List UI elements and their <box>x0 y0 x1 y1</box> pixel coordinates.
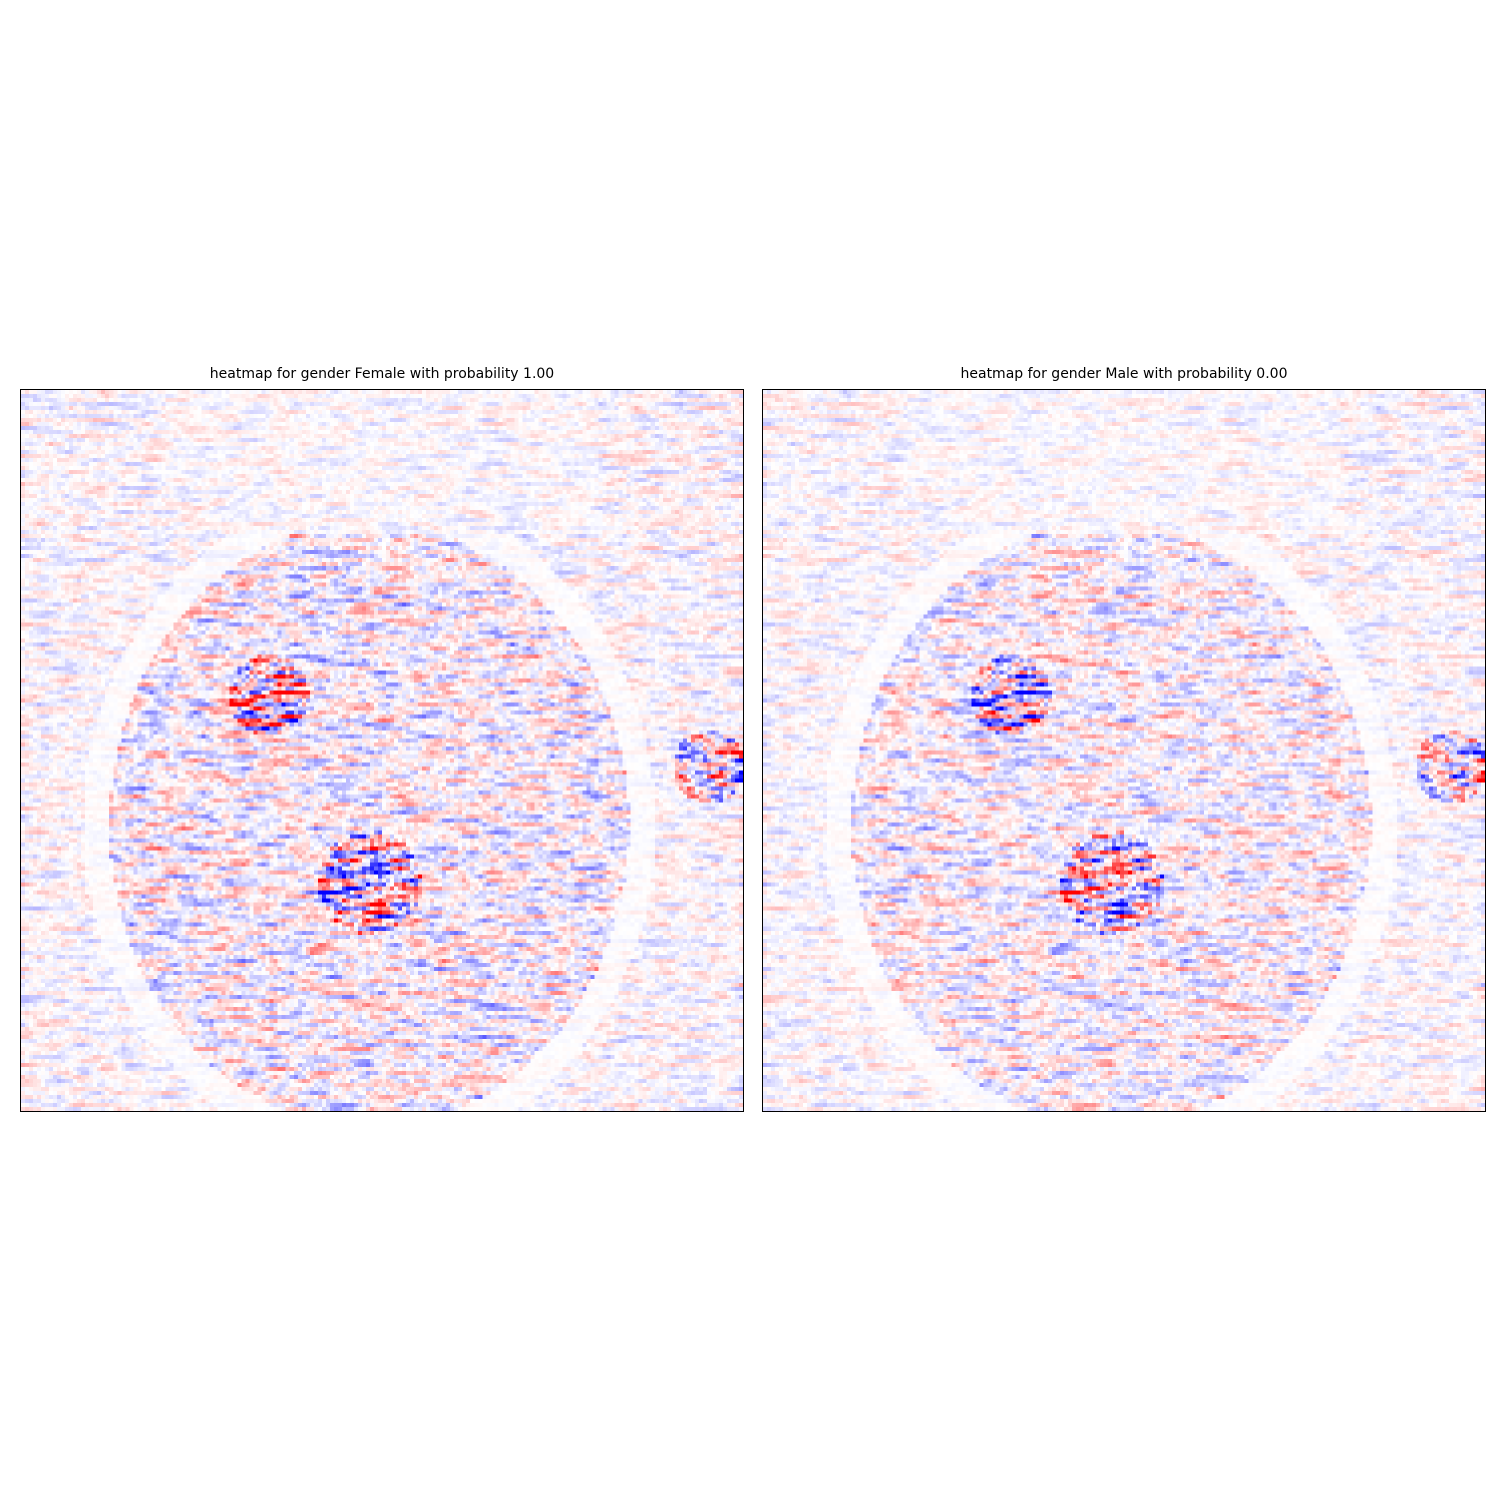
heatmap-female-plot-area <box>20 389 744 1112</box>
heatmap-title-female: heatmap for gender Female with probabili… <box>209 366 555 382</box>
heatmap-title-male: heatmap for gender Male with probability… <box>960 366 1288 382</box>
heatmap-female-image <box>21 390 743 1111</box>
heatmap-male-image <box>763 390 1485 1111</box>
heatmap-male-plot-area <box>762 389 1486 1112</box>
